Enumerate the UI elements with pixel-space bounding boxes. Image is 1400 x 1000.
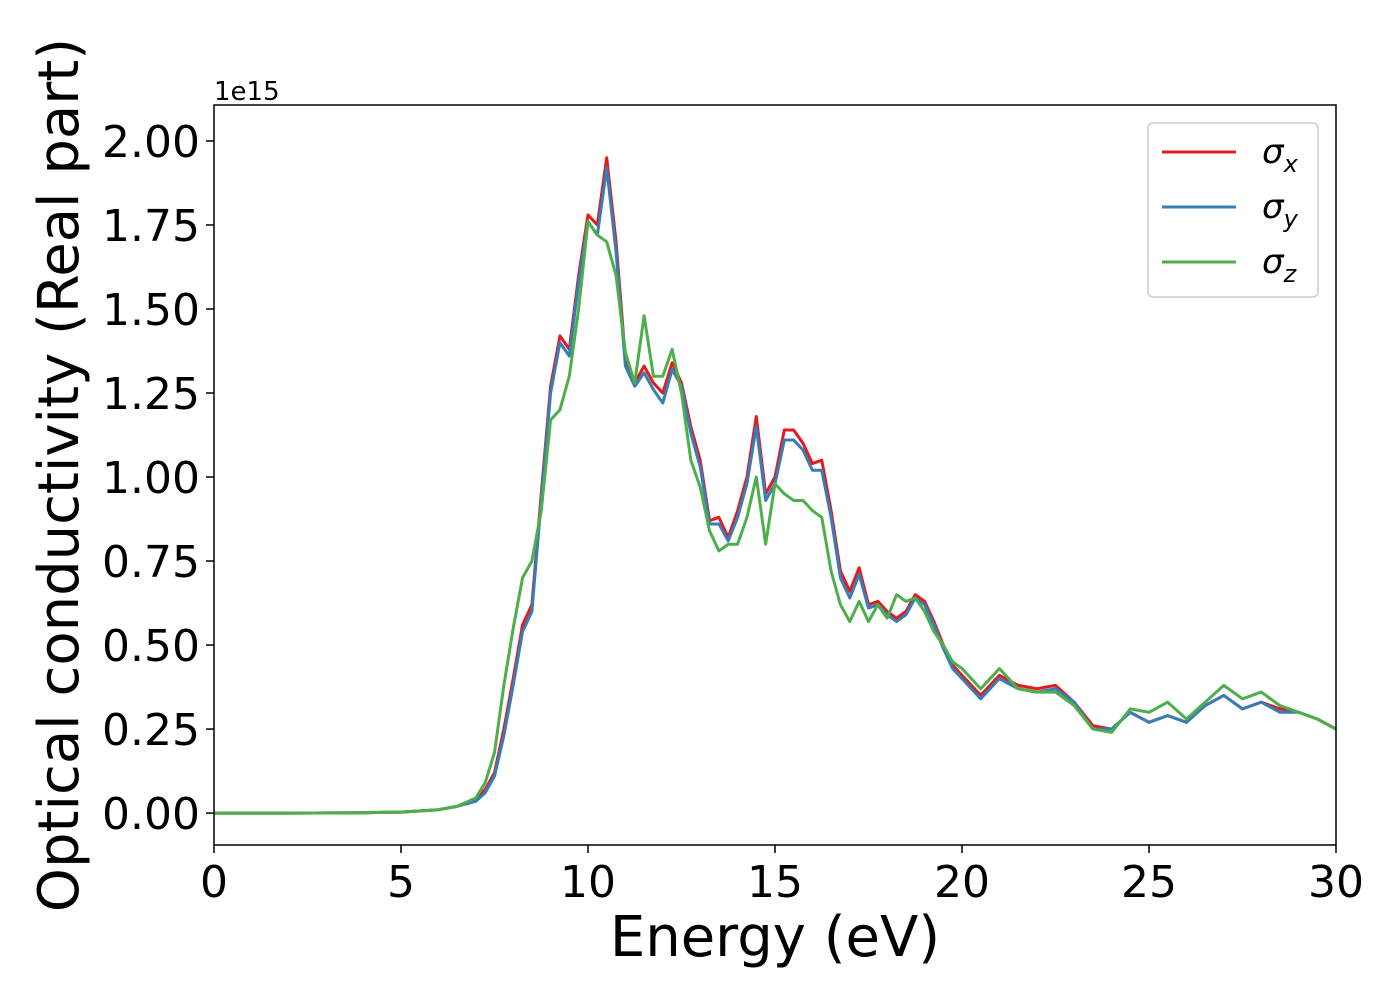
y-tick-label: 1.75 (102, 201, 200, 252)
y-offset-text: 1e15 (214, 77, 280, 107)
x-tick-label: 15 (747, 857, 803, 908)
x-tick-label: 0 (200, 857, 228, 908)
legend-label: σx (1262, 132, 1299, 178)
x-axis-label: Energy (eV) (610, 905, 940, 970)
x-tick-label: 30 (1308, 857, 1364, 908)
y-tick-label: 0.00 (102, 789, 200, 840)
legend-box (1147, 122, 1319, 298)
y-tick-label: 1.50 (102, 285, 200, 336)
y-tick-label: 0.75 (102, 537, 200, 588)
legend-label: σy (1262, 187, 1299, 233)
y-axis-label: Optical conductivity (Real part) (27, 38, 92, 912)
y-tick-label: 1.00 (102, 453, 200, 504)
y-tick-label: 1.25 (102, 369, 200, 420)
axes-frame (213, 104, 1337, 846)
x-tick-label: 20 (934, 857, 990, 908)
plot-area (214, 156, 1336, 815)
x-tick-label: 10 (560, 857, 616, 908)
legend-label: σz (1262, 242, 1298, 288)
x-tick-label: 25 (1121, 857, 1177, 908)
x-tick-label: 5 (387, 857, 415, 908)
y-tick-label: 2.00 (102, 117, 200, 168)
y-tick-label: 0.50 (102, 621, 200, 672)
y-tick-label: 0.25 (102, 705, 200, 756)
data-line (214, 220, 1336, 815)
